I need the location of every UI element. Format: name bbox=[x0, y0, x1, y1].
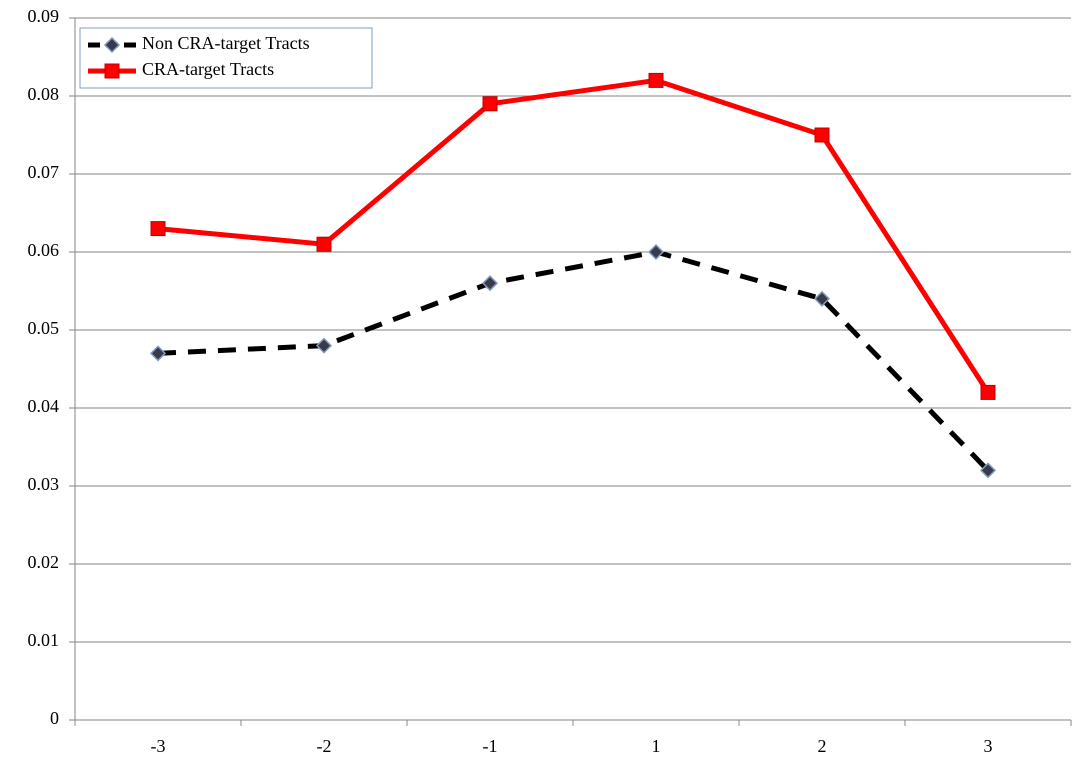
y-tick-label: 0.01 bbox=[28, 630, 60, 650]
x-tick-label: -2 bbox=[317, 736, 332, 756]
series-line bbox=[157, 249, 990, 473]
series-line bbox=[157, 77, 991, 394]
marker bbox=[150, 221, 166, 237]
marker bbox=[316, 236, 332, 252]
legend-label: CRA-target Tracts bbox=[142, 59, 274, 79]
y-tick-label: 0.02 bbox=[28, 552, 60, 572]
marker bbox=[481, 275, 499, 292]
y-tick-label: 0.03 bbox=[28, 474, 60, 494]
marker bbox=[813, 290, 831, 307]
marker bbox=[648, 72, 664, 88]
legend: Non CRA-target Tracts CRA-target Tracts bbox=[79, 27, 373, 89]
marker bbox=[647, 243, 665, 261]
y-tick-label: 0.06 bbox=[28, 240, 60, 260]
y-tick-label: 0.07 bbox=[28, 162, 60, 182]
y-tick-label: 0 bbox=[50, 708, 59, 728]
marker bbox=[149, 345, 167, 362]
x-tick-label: 3 bbox=[984, 736, 993, 756]
marker bbox=[104, 63, 120, 79]
legend-label: Non CRA-target Tracts bbox=[142, 33, 310, 53]
x-tick-label: -3 bbox=[151, 736, 166, 756]
y-tick-label: 0.09 bbox=[28, 6, 60, 26]
y-tick-label: 0.08 bbox=[28, 84, 60, 104]
marker bbox=[103, 36, 121, 54]
x-tick-label: 2 bbox=[818, 736, 827, 756]
legend-box bbox=[79, 27, 373, 89]
marker bbox=[980, 384, 996, 400]
y-tick-label: 0.04 bbox=[28, 396, 60, 416]
marker bbox=[979, 462, 997, 479]
marker bbox=[482, 96, 498, 112]
x-tick-label: 1 bbox=[652, 736, 661, 756]
marker bbox=[315, 337, 333, 354]
y-tick-label: 0.05 bbox=[28, 318, 60, 338]
x-tick-label: -1 bbox=[483, 736, 498, 756]
marker bbox=[814, 127, 830, 143]
